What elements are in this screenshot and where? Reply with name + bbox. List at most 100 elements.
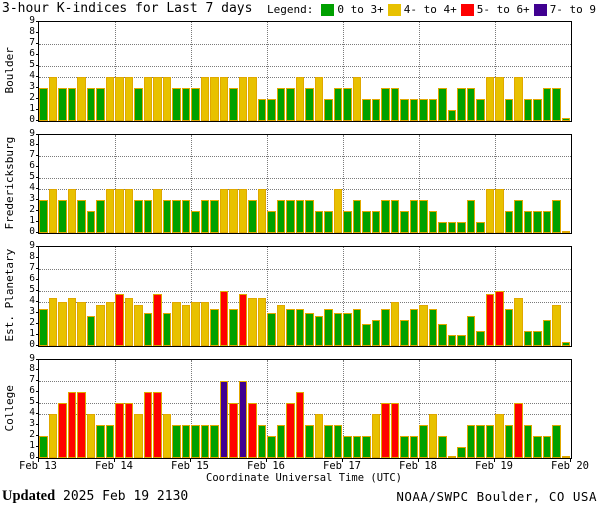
- x-tick-label: Feb 16: [247, 460, 285, 472]
- legend: Legend: 0 to 3+ 4- to 4+ 5- to 6+ 7- to 9: [267, 3, 596, 16]
- k-bar: [219, 76, 229, 121]
- k-bar: [514, 76, 523, 121]
- y-tick: [36, 108, 39, 110]
- k-bar: [343, 87, 352, 121]
- k-bar: [476, 222, 485, 233]
- y-tick-label: 2: [29, 316, 35, 328]
- k-bar: [210, 200, 219, 233]
- k-bar: [257, 298, 267, 346]
- y-tick: [36, 232, 39, 233]
- k-bar: [428, 211, 438, 233]
- legend-item-label: 5- to 6+: [476, 3, 530, 16]
- k-bar: [504, 211, 514, 233]
- k-bar: [162, 312, 172, 346]
- k-bar: [542, 320, 552, 346]
- k-bar: [39, 87, 48, 121]
- k-bar: [390, 301, 400, 346]
- y-tick: [36, 246, 39, 247]
- k-bar: [542, 436, 552, 458]
- y-tick-label: 0: [29, 338, 35, 350]
- source-attribution: NOAA/SWPC Boulder, CO USA: [396, 489, 597, 504]
- x-tick: [342, 458, 343, 462]
- k-bar: [514, 403, 523, 458]
- y-tick-label: 7: [29, 36, 35, 48]
- y-tick: [36, 256, 39, 258]
- k-bar: [58, 87, 67, 121]
- updated-timestamp: Updated 2025 Feb 19 2130: [2, 488, 188, 505]
- k-bar: [542, 87, 552, 121]
- y-tick: [36, 188, 39, 190]
- k-bar: [286, 403, 295, 458]
- y-tick-label: 3: [29, 305, 35, 317]
- k-bar: [286, 309, 295, 346]
- k-bar: [86, 414, 96, 458]
- k-bar: [115, 76, 124, 121]
- y-tick-label: 1: [29, 327, 35, 339]
- k-bar: [105, 189, 115, 233]
- k-bar: [238, 76, 248, 121]
- k-bar: [466, 316, 476, 346]
- y-tick-label: 4: [29, 294, 35, 306]
- y-tick: [36, 322, 39, 324]
- y-tick: [36, 119, 39, 121]
- k-bar: [191, 425, 200, 458]
- day-gridline: [191, 359, 192, 458]
- y-tick: [36, 402, 39, 404]
- h-gridline-k7: [39, 156, 571, 158]
- panel-college: [38, 358, 572, 459]
- y-tick: [36, 369, 39, 371]
- k-bar: [485, 189, 495, 233]
- y-tick: [36, 289, 39, 291]
- k-bar: [514, 200, 523, 233]
- k-bar: [124, 298, 134, 346]
- panel-boulder: [38, 21, 572, 122]
- k-bar: [343, 211, 352, 233]
- day-gridline: [495, 134, 496, 233]
- k-bar: [447, 334, 457, 346]
- panel-title-fredericksburg: Fredericksburg: [3, 136, 16, 230]
- k-bar: [248, 298, 257, 346]
- h-gridline-k5: [39, 290, 571, 292]
- y-tick: [36, 278, 39, 280]
- y-tick-label: 4: [29, 407, 35, 419]
- y-tick: [36, 300, 39, 302]
- k-bar: [561, 455, 571, 458]
- k-bar: [48, 76, 58, 121]
- k-bar: [124, 403, 134, 458]
- k-bar: [162, 200, 172, 233]
- k-bar: [191, 301, 200, 346]
- k-bar: [143, 76, 153, 121]
- y-tick: [36, 435, 39, 437]
- k-bar: [466, 200, 476, 233]
- k-bar: [333, 87, 343, 121]
- x-tick: [190, 458, 191, 462]
- k-bar: [485, 76, 495, 121]
- k-bar: [495, 189, 504, 233]
- day-gridline: [419, 359, 420, 458]
- k-bar: [172, 301, 181, 346]
- y-tick: [36, 31, 39, 33]
- k-bar: [86, 211, 96, 233]
- k-bar: [39, 200, 48, 233]
- k-bar: [362, 436, 371, 458]
- k-bar: [267, 312, 276, 346]
- k-bar: [533, 211, 542, 233]
- k-bar: [58, 403, 67, 458]
- k-bar: [276, 87, 286, 121]
- y-tick: [36, 166, 39, 168]
- k-bar: [381, 403, 390, 458]
- k-bar: [276, 200, 286, 233]
- k-bar: [96, 425, 105, 458]
- day-gridline: [267, 359, 268, 458]
- y-tick: [36, 344, 39, 346]
- y-tick-label: 8: [29, 250, 35, 262]
- k-bar: [523, 425, 533, 458]
- k-bar: [485, 294, 495, 346]
- k-bar: [428, 414, 438, 458]
- y-tick: [36, 267, 39, 269]
- k-bar: [105, 425, 115, 458]
- k-bar: [295, 200, 305, 233]
- k-bar: [153, 392, 162, 458]
- k-bar: [96, 305, 105, 346]
- y-tick-label: 1: [29, 215, 35, 227]
